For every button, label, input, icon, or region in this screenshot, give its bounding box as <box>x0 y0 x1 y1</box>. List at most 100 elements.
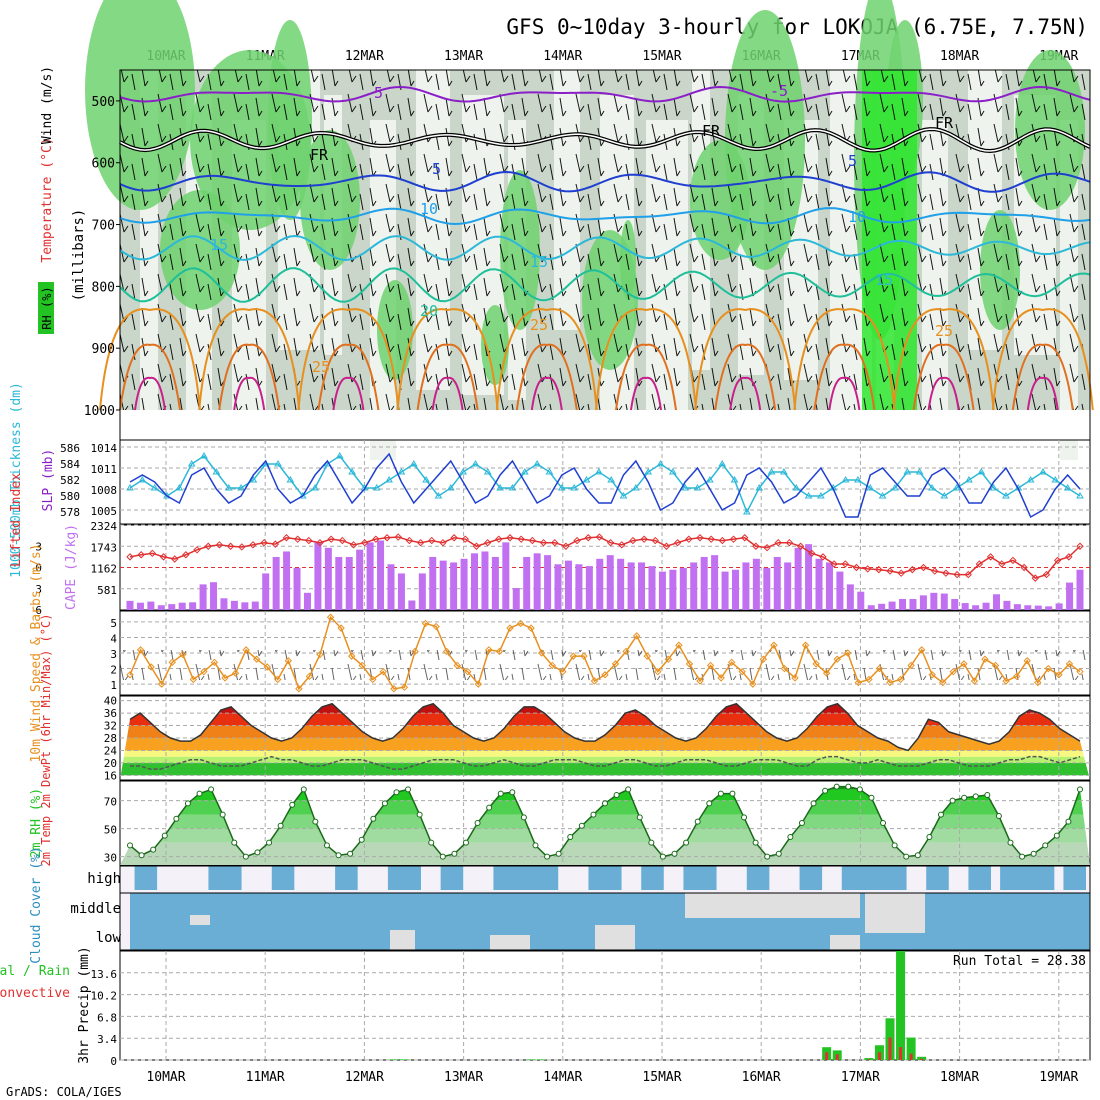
lifted-index-series-point <box>349 541 358 549</box>
thickness-series-point <box>915 468 924 475</box>
credit-text: GrADS: COLA/IGES <box>6 1085 122 1099</box>
cape-bar <box>335 556 343 610</box>
lifted-index-series-point <box>629 536 637 545</box>
lifted-index-series-point <box>439 539 447 547</box>
lifted-index-series-point <box>204 542 212 550</box>
cape-bar <box>147 601 155 610</box>
rh-series-point <box>127 842 133 849</box>
cloud-clear-patch <box>685 893 860 918</box>
thickness-tick-label: 586 <box>60 442 80 455</box>
rh-series-point <box>138 852 145 859</box>
lifted-index-series-point <box>830 560 838 568</box>
cape-bar <box>471 553 479 610</box>
wind-speed-series-point <box>801 641 810 649</box>
wind-speed-series-point <box>865 675 873 684</box>
wind-speed-series-point <box>263 663 271 671</box>
isotherm-30 <box>615 343 677 411</box>
thickness-series-point <box>1051 476 1060 483</box>
cloud-clear-patch <box>595 925 635 950</box>
thickness-tick-label: 578 <box>60 506 80 519</box>
cape-bar <box>575 564 583 610</box>
contour-label: 25 <box>312 358 330 376</box>
top-date-label: 15MAR <box>642 49 681 64</box>
lifted-index-series-point <box>573 536 581 545</box>
pressure-tick-label: 1000 <box>84 404 115 419</box>
isotherm-35 <box>332 376 365 411</box>
lifted-index-series-point <box>897 569 905 577</box>
cloud-clear-patch <box>190 915 210 925</box>
high-cloud-cell <box>873 866 886 890</box>
lifted-index-series-point <box>226 542 235 550</box>
isotherm-10 <box>119 207 1091 226</box>
thickness-series-point <box>409 460 418 467</box>
precip-convective-bar <box>825 1052 829 1060</box>
cape-bar <box>617 558 625 610</box>
wind-speed-series-point <box>580 652 588 660</box>
thickness-series-point <box>730 476 739 483</box>
cape-bar <box>836 571 844 610</box>
precip-convective-bar <box>877 1052 881 1060</box>
wind-speed-series-point <box>939 678 947 687</box>
lifted-index-series-point <box>640 535 648 543</box>
high-cloud-cell <box>979 866 991 890</box>
high-cloud-cell <box>1063 866 1076 890</box>
wind-speed-series-point <box>1034 678 1042 687</box>
lifted-index-series-point <box>785 539 794 547</box>
wind-speed-series-point <box>907 661 915 670</box>
rh-series-point <box>1019 853 1026 860</box>
lifted-index-series-point <box>159 553 168 561</box>
wind-speed-series-point <box>960 660 968 668</box>
lifted-index-series-point <box>707 535 715 543</box>
thickness-series-point <box>385 476 393 483</box>
isotherm-35 <box>431 376 464 411</box>
isotherm-30 <box>813 343 876 411</box>
lifted-index-series-point <box>1053 556 1062 565</box>
contour-label: -5 <box>365 84 383 102</box>
lifted-index-series-point <box>327 535 335 543</box>
cape-bar <box>418 573 426 610</box>
thickness-series-point <box>619 492 628 499</box>
cape-bar <box>700 556 708 610</box>
rh-series-point <box>208 786 215 793</box>
rh-series-point <box>300 786 307 793</box>
wind-speed-series-point <box>886 678 894 687</box>
rh-series-point <box>219 811 226 818</box>
lifted-index-series-point <box>517 535 525 543</box>
wind-speed-series-point <box>696 677 704 685</box>
lifted-index-series-point <box>752 542 760 550</box>
lifted-index-series-point <box>808 549 816 558</box>
cape-bar <box>596 558 604 610</box>
thickness-series-point <box>644 468 653 475</box>
rh-series-point <box>161 832 168 839</box>
rh-series-point <box>833 783 840 790</box>
precip-total-bar <box>526 1059 536 1060</box>
isotherm-25 <box>396 308 499 411</box>
slp-tick-label: 1011 <box>91 463 118 476</box>
wind-speed-series-point <box>337 624 345 632</box>
thickness-series-point <box>891 484 899 491</box>
temp-tick-label: 32 <box>104 720 117 733</box>
bottom-date-label: 15MAR <box>642 1070 681 1085</box>
lifted-index-series-point <box>852 563 861 572</box>
lifted-index-series-point <box>428 536 436 545</box>
cloud-panel-frame <box>119 865 1091 951</box>
dewpoint-series <box>130 755 1081 770</box>
wind-speed-series-point <box>506 624 514 632</box>
wind-speed-series-point <box>347 652 356 660</box>
lifted-index-series-point <box>1076 542 1084 550</box>
contour-label: FR <box>310 146 329 164</box>
precip-tick-label: 3.4 <box>97 1033 117 1046</box>
wind-speed-series-point <box>569 652 578 660</box>
rh-series-point <box>590 811 597 818</box>
temperature-axis-label: Temperature (°C) <box>40 137 55 262</box>
isotherm-30 <box>119 343 181 411</box>
wind-speed-series-point <box>727 658 736 667</box>
thickness-series-point <box>397 468 406 475</box>
rh-series-point <box>787 834 794 840</box>
cape-bar <box>387 564 395 610</box>
thickness-series <box>129 454 1081 514</box>
li-tick-label: -3 <box>29 540 42 553</box>
lifted-index-series-point <box>662 542 671 550</box>
rh-series-point <box>1007 839 1014 846</box>
lifted-index-series-point <box>729 535 738 543</box>
